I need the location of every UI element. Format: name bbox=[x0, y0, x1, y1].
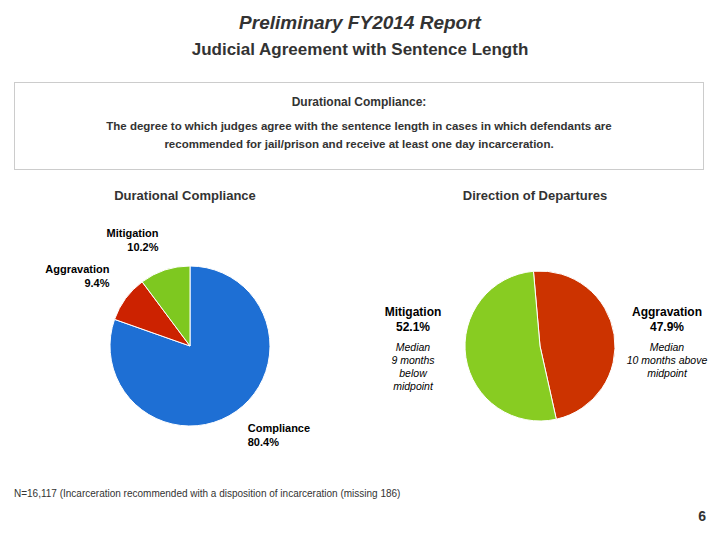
svg-text:Mitigation52.1%Median9 monthsb: Mitigation52.1%Median9 monthsbelowmidpoi… bbox=[385, 305, 442, 392]
html-text:N=16,117 (Incarceration recomm: N=16,117 (Incarceration recommended with… bbox=[14, 488, 401, 499]
svg-text:Mitigation10.2%: Mitigation10.2% bbox=[107, 227, 159, 253]
svg-text:Aggravation47.9%Median10 month: Aggravation47.9%Median10 months abovemid… bbox=[627, 305, 708, 379]
html-text:Judicial Agreement with Senten: Judicial Agreement with Sentence Length bbox=[191, 40, 529, 59]
html-text:6: 6 bbox=[698, 508, 706, 524]
svg-text:Aggravation9.4%: Aggravation9.4% bbox=[45, 263, 109, 289]
svg-text:Compliance80.4%: Compliance80.4% bbox=[248, 422, 310, 448]
html-text:Preliminary FY2014 Report: Preliminary FY2014 Report bbox=[239, 12, 481, 33]
html-text:Direction of Departures: Direction of Departures bbox=[462, 188, 608, 203]
html-text:Durational Compliance:: Durational Compliance: bbox=[291, 95, 427, 109]
html-text:The degree to which judges agr: The degree to which judges agree with th… bbox=[106, 120, 612, 132]
html-text:Durational Compliance: Durational Compliance bbox=[114, 188, 256, 203]
html-text:recommended for jail/prison an: recommended for jail/prison and receive … bbox=[164, 138, 554, 150]
